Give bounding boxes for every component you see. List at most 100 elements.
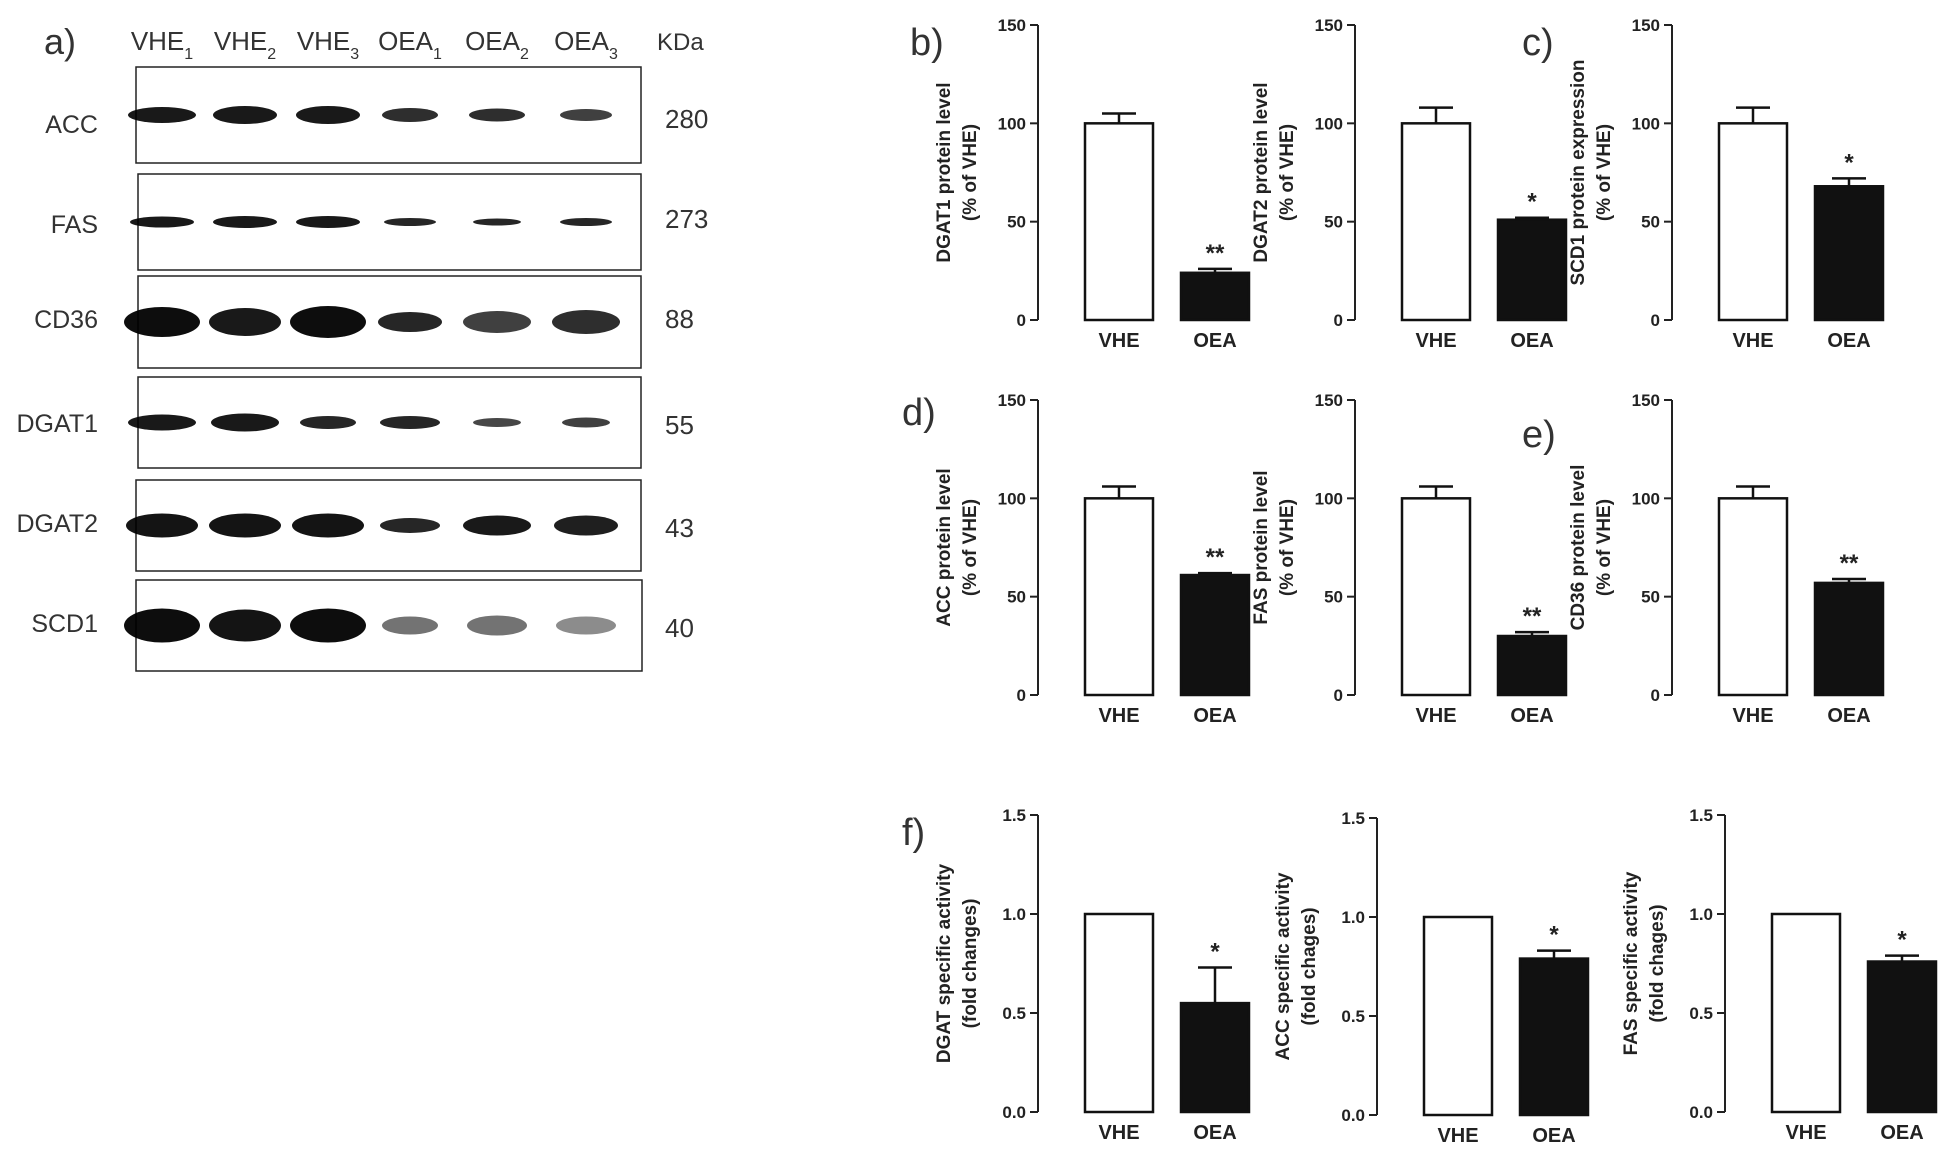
x-tick-label: OEA: [1827, 330, 1870, 352]
blot-band: [126, 513, 198, 538]
x-tick-label: VHE: [1437, 1125, 1478, 1147]
y-tick-label: 0.5: [1002, 1004, 1026, 1023]
y-tick-label: 1.5: [1689, 806, 1713, 825]
blot-band: [290, 306, 366, 338]
protein-label: FAS: [51, 211, 98, 239]
blot-band: [124, 307, 200, 337]
y-tick-label: 0: [1651, 311, 1660, 330]
x-tick-label: OEA: [1880, 1122, 1923, 1144]
kda-value: 55: [665, 410, 694, 440]
significance-marker: **: [1840, 550, 1859, 577]
bar-chart: e) 0 50 100 150 CD36 protein level (% of VHE) V…: [1522, 391, 1885, 727]
blot-band: [296, 216, 360, 228]
blot-band: [473, 418, 521, 427]
y-axis-label: (% of VHE): [1277, 124, 1298, 221]
y-axis-label: (fold chages): [1647, 904, 1668, 1022]
y-tick-label: 0.5: [1341, 1007, 1365, 1026]
bar: [1496, 634, 1568, 697]
bar-chart: c) 0 50 100 150 SCD1 protein expression (% of …: [1522, 16, 1885, 352]
kda-value: 280: [665, 104, 708, 134]
bar: [1717, 497, 1789, 697]
blot-row: SCD1 40: [31, 579, 694, 672]
blot-row: DGAT1 55: [17, 376, 694, 469]
blot-band: [382, 616, 438, 635]
blot-band: [130, 216, 194, 228]
x-tick-label: VHE: [1732, 705, 1773, 727]
significance-marker: **: [1206, 240, 1225, 267]
lane-label-subscript: 3: [350, 46, 359, 63]
blot-band: [209, 513, 281, 538]
y-tick-label: 150: [1632, 391, 1660, 410]
blot-band: [290, 608, 366, 643]
blot-band: [128, 414, 196, 431]
protein-label: SCD1: [31, 610, 98, 638]
bar-chart: b) 0 50 100 150 DGAT1 protein level (% of VHE)…: [910, 16, 1251, 352]
bar: [1518, 957, 1590, 1117]
y-axis-label: ACC protein level: [934, 468, 955, 626]
lane-label-subscript: 3: [609, 46, 618, 63]
y-tick-label: 50: [1641, 213, 1660, 232]
y-tick-label: 1.5: [1341, 809, 1365, 828]
lane-label-base: VHE: [214, 26, 267, 56]
bar-chart: 0 50 100 150 DGAT2 protein level (% of VHE) VH…: [1251, 16, 1568, 352]
blot-band: [473, 218, 521, 226]
bar: [1083, 912, 1155, 1114]
blot-band: [213, 106, 277, 124]
lane-label-subscript: 2: [267, 46, 276, 63]
lane-label: VHE2: [214, 26, 276, 63]
blot-band: [467, 615, 527, 636]
blot-band: [463, 311, 531, 333]
x-tick-label: VHE: [1098, 1122, 1139, 1144]
x-tick-label: OEA: [1510, 705, 1553, 727]
y-axis-label: (% of VHE): [1594, 124, 1615, 221]
y-axis-label: (% of VHE): [960, 499, 981, 596]
blot-row: DGAT2 43: [17, 479, 694, 572]
blot-band: [292, 513, 364, 538]
lane-label-base: OEA: [465, 26, 521, 56]
y-tick-label: 0.0: [1689, 1103, 1713, 1122]
y-tick-label: 100: [1315, 114, 1343, 133]
y-tick-label: 0.0: [1341, 1106, 1365, 1125]
y-tick-label: 0: [1651, 686, 1660, 705]
blot-band: [552, 310, 620, 334]
lane-label-subscript: 1: [433, 46, 442, 63]
y-axis-label: DGAT2 protein level: [1251, 82, 1272, 262]
y-axis-label: FAS protein level: [1251, 470, 1272, 624]
lane-label-base: VHE: [131, 26, 184, 56]
y-tick-label: 0: [1017, 686, 1026, 705]
blot-band: [560, 218, 612, 226]
y-axis-label: DGAT specific activity: [934, 863, 955, 1063]
y-tick-label: 1.0: [1341, 908, 1365, 927]
y-tick-label: 1.5: [1002, 806, 1026, 825]
blot-band: [380, 518, 440, 533]
bar-chart: 0.0 0.5 1.0 1.5 ACC specific activity (fold c…: [1273, 809, 1590, 1147]
bar: [1496, 218, 1568, 322]
y-axis-label: (% of VHE): [960, 124, 981, 221]
blot-row: FAS 273: [51, 173, 708, 271]
lane-label-subscript: 2: [520, 46, 529, 63]
blot-band: [378, 312, 442, 332]
lane-label-subscript: 1: [184, 46, 193, 63]
blot-band: [554, 515, 618, 536]
y-tick-label: 1.0: [1689, 905, 1713, 924]
kda-value: 40: [665, 613, 694, 643]
x-tick-label: VHE: [1785, 1122, 1826, 1144]
x-tick-label: VHE: [1098, 330, 1139, 352]
y-tick-label: 150: [1632, 16, 1660, 35]
bar: [1717, 122, 1789, 322]
panel-label: c): [1522, 22, 1554, 64]
bar: [1400, 122, 1472, 322]
western-blot-panel: a) VHE1 VHE2 VHE3 OEA1 OEA2 OEA3 KDa ACC 280FA…: [17, 21, 708, 672]
significance-marker: *: [1527, 189, 1537, 216]
blot-row: ACC 280: [45, 66, 708, 164]
blot-band: [124, 608, 200, 643]
lane-label-base: VHE: [297, 26, 350, 56]
bar: [1866, 960, 1938, 1114]
lane-label: OEA1: [378, 26, 442, 63]
y-tick-label: 50: [1641, 588, 1660, 607]
y-axis-label: ACC specific activity: [1273, 872, 1294, 1060]
bar-chart: d) 0 50 100 150 ACC protein level (% of VHE) VH…: [902, 391, 1251, 727]
bar: [1083, 497, 1155, 697]
